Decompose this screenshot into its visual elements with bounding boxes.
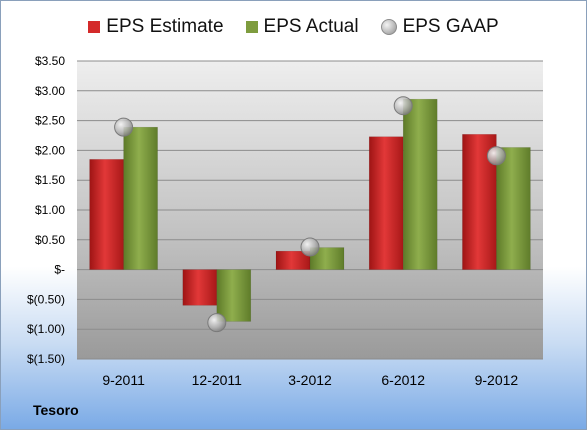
bar-eps-estimate — [182, 269, 218, 306]
bar-eps-actual — [496, 147, 531, 270]
y-tick-label: $(1.00) — [27, 322, 65, 336]
bar-eps-estimate — [368, 136, 404, 270]
y-tick-label: $3.50 — [35, 54, 65, 68]
marker-eps-gaap — [114, 117, 134, 137]
legend-swatch-actual — [245, 21, 258, 33]
y-tick-label: $1.50 — [35, 173, 65, 187]
x-tick-label: 9-2012 — [475, 372, 519, 388]
marker-eps-gaap — [207, 313, 227, 333]
legend-label-gaap: EPS GAAP — [402, 16, 499, 37]
legend-swatch-estimate — [88, 21, 101, 33]
legend-item-actual: EPS Actual — [245, 16, 359, 38]
bar-eps-actual — [402, 98, 438, 270]
marker-eps-gaap — [486, 146, 506, 166]
bar-eps-actual — [123, 126, 158, 270]
legend-item-estimate: EPS Estimate — [88, 16, 224, 38]
legend-label-actual: EPS Actual — [263, 16, 359, 37]
bar-eps-estimate — [89, 159, 124, 270]
bar-eps-actual — [216, 269, 252, 322]
bar-eps-actual — [309, 247, 345, 270]
company-name: Tesoro — [33, 402, 79, 418]
y-tick-label: $2.50 — [35, 114, 65, 128]
x-tick-label: 3-2012 — [288, 372, 332, 388]
y-tick-label: $0.50 — [35, 233, 65, 247]
marker-eps-gaap — [300, 237, 320, 257]
y-tick-label: $1.00 — [35, 203, 65, 217]
marker-eps-gaap — [393, 96, 413, 116]
legend-marker-gaap — [380, 19, 397, 35]
legend: EPS Estimate EPS Actual EPS GAAP — [0, 16, 587, 38]
y-tick-label: $(1.50) — [27, 352, 65, 366]
x-tick-label: 9-2011 — [102, 372, 145, 388]
y-tick-label: $3.00 — [35, 84, 65, 98]
y-tick-label: $2.00 — [35, 143, 65, 157]
legend-item-gaap: EPS GAAP — [380, 16, 499, 38]
y-tick-label: $(0.50) — [27, 292, 65, 306]
x-tick-label: 12-2011 — [192, 372, 243, 388]
legend-label-estimate: EPS Estimate — [106, 16, 224, 37]
y-tick-label: $- — [54, 263, 65, 277]
x-tick-label: 6-2012 — [381, 372, 425, 388]
